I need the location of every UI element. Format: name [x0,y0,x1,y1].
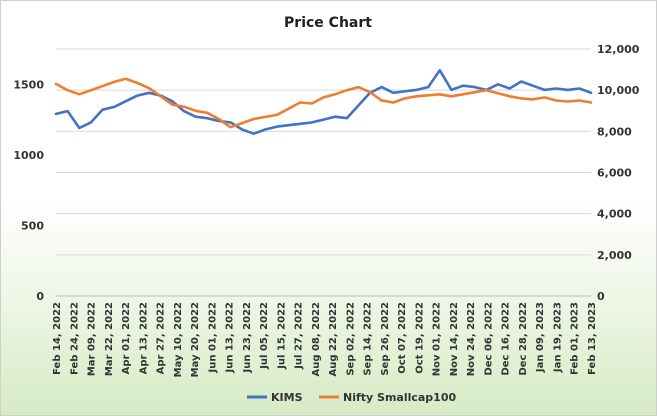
x-tick-label: Sep 02, 2022 [345,302,356,376]
right-y-tick-label: 8,000 [597,125,632,138]
x-tick-label: Mar 22, 2022 [104,302,115,376]
x-tick-label: Mar 09, 2022 [87,302,98,376]
x-tick-label: Feb 01, 2023 [570,302,581,375]
x-tick-label: Aug 22, 2022 [328,302,339,377]
x-axis: Feb 14, 2022 Feb 24, 2022 Mar 09, 2022 Mar … [52,295,598,377]
left-y-tick-label: 1000 [13,149,44,162]
gridlines [56,48,591,297]
x-tick-label: Feb 14, 2022 [52,302,63,375]
series-line-kims [54,68,593,135]
right-y-tick-label: 4,000 [597,208,632,221]
right-y-tick-label: 12,000 [597,43,640,56]
series-line-nifty-smallcap100 [54,77,593,129]
legend: KIMS Nifty Smallcap100 [247,391,456,404]
x-tick-label: Feb 13, 2023 [587,302,598,375]
x-tick-label: May 20, 2022 [190,302,201,377]
x-tick-label: Sep 26, 2022 [380,302,391,376]
x-tick-label: Jul 15, 2022 [276,302,287,370]
left-y-tick-label: 500 [21,219,44,232]
right-y-tick-label: 6,000 [597,167,632,180]
x-tick-label: Feb 24, 2022 [69,302,80,375]
x-tick-label: Jun 23, 2022 [242,302,253,374]
left-y-tick-label: 0 [36,290,44,303]
x-tick-label: Jan 09, 2023 [535,302,546,373]
legend-label-nifty-smallcap100: Nifty Smallcap100 [343,391,456,404]
series-layer [54,68,593,135]
x-tick-label: Jun 01, 2022 [207,302,218,374]
x-tick-label: Dec 28, 2022 [518,302,529,376]
x-tick-label: Nov 24, 2022 [466,302,477,376]
legend-label-kims: KIMS [271,391,303,404]
left-y-axis: 0 500 1000 1500 [13,78,44,303]
x-tick-label: Aug 08, 2022 [311,302,322,377]
x-tick-label: Sep 14, 2022 [363,302,374,376]
x-tick-label: May 10, 2022 [173,302,184,377]
right-y-tick-label: 0 [597,290,605,303]
x-tick-label: Nov 01, 2022 [432,302,443,376]
x-tick-label: Jul 27, 2022 [294,302,305,370]
right-y-tick-label: 10,000 [597,84,640,97]
x-tick-label: Dec 16, 2022 [501,302,512,376]
right-y-axis: 0 2,000 4,000 6,000 8,000 10,000 12,000 [597,43,640,303]
x-tick-label: Nov 14, 2022 [449,302,460,376]
x-tick-label: Jun 13, 2022 [225,302,236,374]
x-tick-label: Oct 07, 2022 [397,302,408,374]
left-y-tick-label: 1500 [13,78,44,91]
x-tick-label: Oct 19, 2022 [414,302,425,374]
x-tick-label: Apr 13, 2022 [138,302,149,374]
x-tick-label: Jan 19, 2023 [552,302,563,373]
x-tick-label: Apr 27, 2022 [156,302,167,374]
chart-title: Price Chart [284,15,372,31]
x-tick-label: Dec 06, 2022 [483,302,494,376]
x-tick-label: Apr 01, 2022 [121,302,132,374]
right-y-tick-label: 2,000 [597,249,632,262]
x-tick-label: Jul 05, 2022 [259,302,270,370]
